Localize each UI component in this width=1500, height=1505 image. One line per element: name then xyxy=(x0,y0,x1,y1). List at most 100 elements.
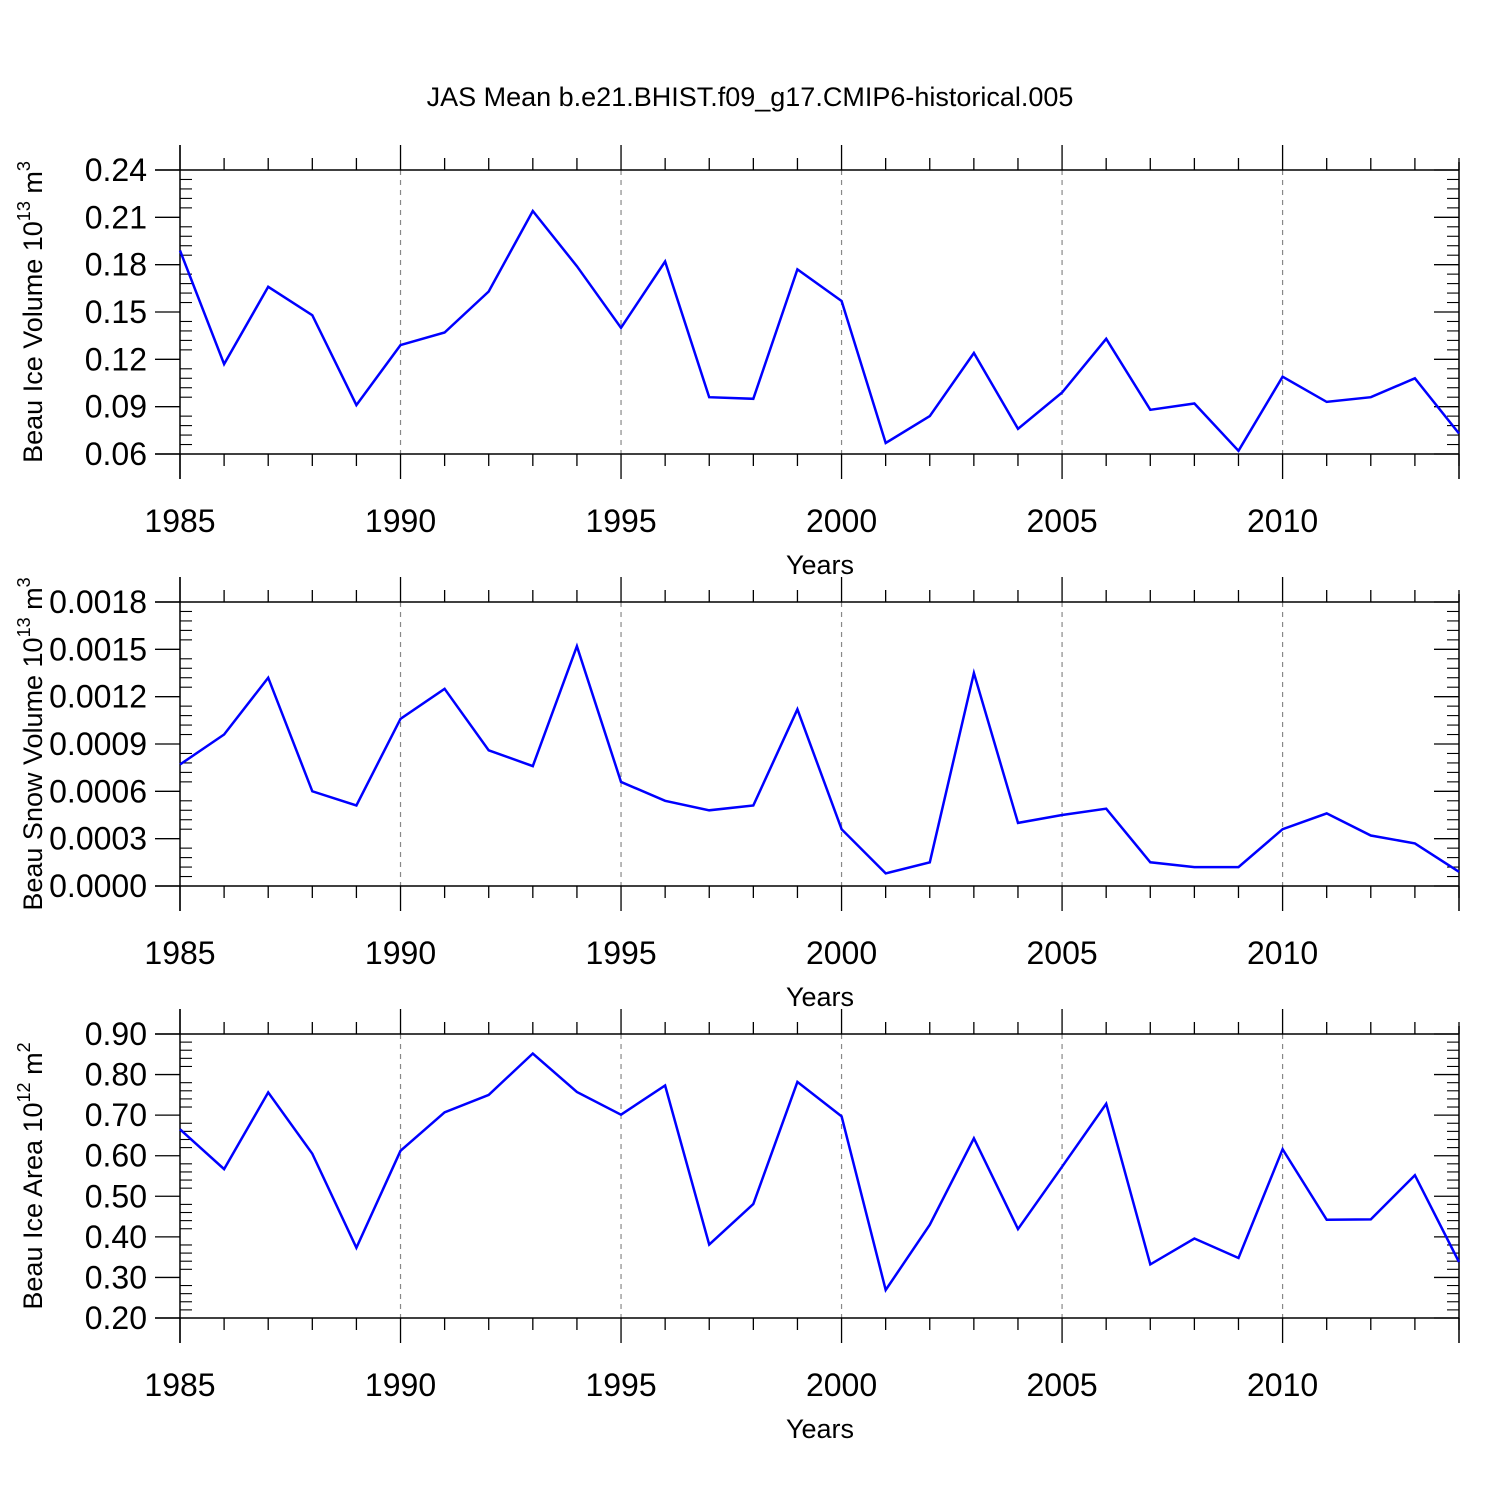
data-point xyxy=(795,707,799,711)
data-point xyxy=(751,1202,755,1206)
data-point xyxy=(1325,400,1329,404)
x-tick-label: 1990 xyxy=(365,1367,436,1403)
y-axis-label-part: Beau Ice Area 10 xyxy=(18,1102,48,1309)
data-point xyxy=(1457,870,1461,874)
x-tick-label: 1985 xyxy=(144,503,215,539)
data-point xyxy=(487,1093,491,1097)
data-point xyxy=(443,687,447,691)
data-point xyxy=(531,764,535,768)
y-tick-label: 0.70 xyxy=(85,1097,147,1133)
data-point xyxy=(531,209,535,213)
data-point xyxy=(1148,1262,1152,1266)
data-point xyxy=(575,644,579,648)
series-line xyxy=(179,1051,1461,1294)
y-axis-label-part: Beau Ice Volume 10 xyxy=(18,221,48,463)
data-point xyxy=(178,248,182,252)
data-point xyxy=(1236,449,1240,453)
data-point xyxy=(1104,1102,1108,1106)
y-tick-label: 0.0006 xyxy=(49,773,147,809)
y-axis-label-part: m xyxy=(18,1052,48,1082)
data-point xyxy=(399,1149,403,1153)
data-point xyxy=(1192,1236,1196,1240)
x-tick-label: 1985 xyxy=(144,1367,215,1403)
y-tick-label: 0.0018 xyxy=(49,584,147,620)
y-axis-label-part: m xyxy=(18,587,48,617)
x-tick-label: 2010 xyxy=(1247,503,1318,539)
data-point xyxy=(840,827,844,831)
data-point xyxy=(443,331,447,335)
x-tick-label: 2005 xyxy=(1026,1367,1097,1403)
data-point xyxy=(531,1051,535,1055)
y-axis-label-part: 12 xyxy=(14,1082,34,1102)
y-axis-label: Beau Ice Volume 1013 m3 xyxy=(14,161,48,463)
data-point xyxy=(663,260,667,264)
data-point xyxy=(354,804,358,808)
y-tick-label: 0.30 xyxy=(85,1259,147,1295)
data-point xyxy=(487,289,491,293)
data-point xyxy=(399,717,403,721)
data-point xyxy=(751,804,755,808)
x-axis-label: Years xyxy=(786,982,854,1012)
data-point xyxy=(178,1127,182,1131)
data-point xyxy=(840,1114,844,1118)
data-point xyxy=(619,1113,623,1117)
data-point xyxy=(1148,408,1152,412)
figure-title: JAS Mean b.e21.BHIST.f09_g17.CMIP6-histo… xyxy=(427,82,1074,112)
data-point xyxy=(1281,827,1285,831)
data-point xyxy=(487,748,491,752)
y-tick-label: 0.18 xyxy=(85,247,147,283)
x-tick-label: 1995 xyxy=(585,935,656,971)
data-point xyxy=(663,1084,667,1088)
data-point xyxy=(795,267,799,271)
data-point xyxy=(222,1167,226,1171)
data-point xyxy=(1236,1256,1240,1260)
y-tick-label: 0.21 xyxy=(85,199,147,235)
x-tick-label: 2000 xyxy=(806,1367,877,1403)
y-tick-label: 0.60 xyxy=(85,1138,147,1174)
x-tick-label: 1990 xyxy=(365,503,436,539)
data-point xyxy=(178,763,182,767)
y-axis-label-part: 2 xyxy=(14,1042,34,1052)
data-point xyxy=(1104,337,1108,341)
data-point xyxy=(884,871,888,875)
data-point xyxy=(795,1080,799,1084)
data-point xyxy=(1369,395,1373,399)
data-point xyxy=(575,264,579,268)
data-point xyxy=(928,414,932,418)
x-tick-label: 2010 xyxy=(1247,1367,1318,1403)
data-point xyxy=(1236,865,1240,869)
data-point xyxy=(222,733,226,737)
data-point xyxy=(222,362,226,366)
data-point xyxy=(1413,841,1417,845)
y-axis-label-part: 3 xyxy=(14,161,34,171)
y-tick-label: 0.50 xyxy=(85,1178,147,1214)
data-point xyxy=(751,397,755,401)
y-tick-label: 0.15 xyxy=(85,294,147,330)
data-point xyxy=(1457,431,1461,435)
data-point xyxy=(1060,1165,1064,1169)
data-point xyxy=(928,860,932,864)
data-point xyxy=(884,1288,888,1292)
x-tick-label: 2005 xyxy=(1026,935,1097,971)
data-point xyxy=(1060,813,1064,817)
data-point xyxy=(1457,1260,1461,1264)
data-point xyxy=(972,351,976,355)
x-tick-label: 2005 xyxy=(1026,503,1097,539)
x-tick-label: 2000 xyxy=(806,503,877,539)
data-point xyxy=(399,343,403,347)
y-tick-label: 0.0003 xyxy=(49,821,147,857)
y-tick-label: 0.40 xyxy=(85,1219,147,1255)
data-point xyxy=(1325,811,1329,815)
chart-panel-1: 1985 1990 1995 2000 2005 2010 Years 0.06 0.09 0.1… xyxy=(14,145,1461,580)
data-point xyxy=(928,1223,932,1227)
y-tick-label: 0.20 xyxy=(85,1300,147,1336)
data-point xyxy=(619,780,623,784)
y-tick-label: 0.24 xyxy=(85,152,147,188)
x-tick-label: 1995 xyxy=(585,503,656,539)
y-axis-label-part: 3 xyxy=(14,577,34,587)
chart-panel-2: 1985 1990 1995 2000 2005 2010 Years 0.0000 0.000… xyxy=(14,577,1461,1012)
y-axis-label-part: m xyxy=(18,171,48,201)
